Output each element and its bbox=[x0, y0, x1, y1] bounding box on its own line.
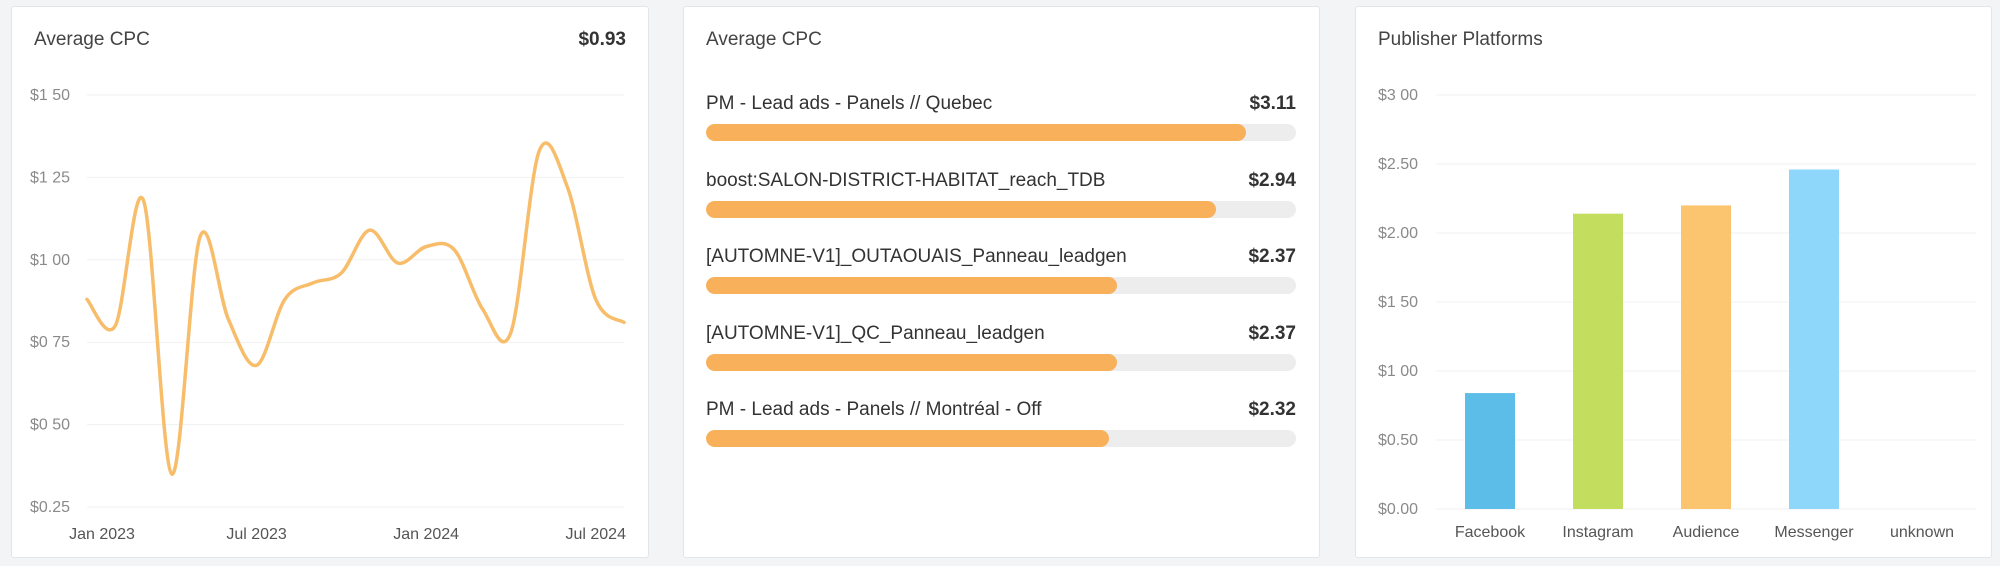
x-tick-label: unknown bbox=[1890, 524, 1954, 541]
bar-track bbox=[706, 430, 1296, 447]
campaign-bar-row: [AUTOMNE-V1]_OUTAOUAIS_Panneau_leadgen $2… bbox=[706, 246, 1296, 294]
data-point bbox=[226, 317, 230, 321]
x-tick-label: Jan 2023 bbox=[69, 526, 135, 543]
x-tick-label: Audience bbox=[1673, 524, 1740, 541]
bar-track bbox=[706, 200, 1296, 218]
x-tick-label: Messenger bbox=[1774, 524, 1854, 541]
data-point bbox=[396, 261, 400, 265]
campaign-bar-row: boost:SALON-DISTRICT-HABITAT_reach_TDB $2… bbox=[706, 170, 1296, 218]
y-tick-label: $1 50 bbox=[1378, 294, 1418, 311]
data-point bbox=[85, 297, 89, 301]
y-tick-label: $0 75 bbox=[30, 334, 70, 351]
bar-fill bbox=[706, 200, 1217, 218]
cpc-series-line bbox=[85, 141, 626, 476]
y-tick-label: $1 00 bbox=[1378, 363, 1418, 380]
bar-fill bbox=[706, 277, 1118, 294]
card-title: Average CPC bbox=[34, 29, 150, 50]
platform-bar bbox=[1573, 213, 1623, 509]
y-tick-label: $0.25 bbox=[30, 499, 70, 516]
cpc-trend-card: Average CPC $0.93 $0.25 $0 50 $0 75 $1 00 $1… bbox=[11, 6, 649, 558]
bar-fill bbox=[706, 430, 1109, 447]
publisher-platforms-card: Publisher Platforms $0.00 $0.50 $1 00 $1 50… bbox=[1355, 6, 1992, 558]
y-tick-label: $0.50 bbox=[1378, 432, 1418, 449]
data-point bbox=[452, 248, 456, 252]
bar-fill bbox=[706, 353, 1118, 371]
bar-track bbox=[706, 353, 1296, 371]
data-point bbox=[311, 281, 315, 285]
data-point bbox=[537, 149, 541, 153]
y-tick-label: $2.50 bbox=[1378, 156, 1418, 173]
data-point bbox=[424, 245, 428, 249]
bar-fill bbox=[706, 124, 1246, 141]
y-tick-label: $1 00 bbox=[30, 252, 70, 269]
card-title: Publisher Platforms bbox=[1378, 29, 1543, 50]
data-point bbox=[113, 324, 117, 328]
data-point bbox=[594, 297, 598, 301]
data-point bbox=[368, 228, 372, 232]
campaign-name: PM - Lead ads - Panels // Montréal - Off bbox=[706, 399, 1042, 420]
bar-track bbox=[706, 124, 1296, 141]
data-point bbox=[198, 235, 202, 239]
campaign-name: [AUTOMNE-V1]_OUTAOUAIS_Panneau_leadgen bbox=[706, 246, 1127, 267]
y-tick-label: $0.00 bbox=[1378, 501, 1418, 518]
campaign-cpc-value: $3.11 bbox=[1249, 93, 1297, 114]
y-tick-label: $1 25 bbox=[30, 169, 70, 186]
campaign-cpc-value: $2.32 bbox=[1248, 399, 1296, 420]
data-point bbox=[565, 185, 569, 189]
data-point bbox=[622, 320, 626, 324]
card-title: Average CPC bbox=[706, 29, 822, 50]
x-tick-label: Instagram bbox=[1562, 524, 1633, 541]
x-tick-label: Facebook bbox=[1455, 524, 1526, 541]
x-tick-label: Jul 2023 bbox=[226, 526, 287, 543]
bar-track bbox=[706, 277, 1296, 294]
summary-value: $0.93 bbox=[578, 29, 626, 50]
campaign-cpc-card: Average CPC PM - Lead ads - Panels // Qu… bbox=[683, 6, 1320, 558]
campaign-bar-row: PM - Lead ads - Panels // Quebec $3.11 bbox=[706, 93, 1296, 141]
data-point bbox=[170, 472, 174, 476]
data-point bbox=[255, 363, 259, 367]
y-tick-label: $3 00 bbox=[1378, 87, 1418, 104]
campaign-cpc-value: $2.94 bbox=[1248, 169, 1296, 191]
campaign-cpc-value: $2.37 bbox=[1248, 322, 1296, 344]
campaign-name: [AUTOMNE-V1]_QC_Panneau_leadgen bbox=[706, 322, 1045, 344]
platform-bar bbox=[1681, 205, 1731, 509]
x-tick-label: Jul 2024 bbox=[565, 526, 626, 543]
cpc-line-chart: $0.25 $0 50 $0 75 $1 00 $1 25 $1 50 Jan 2023 Ju… bbox=[30, 87, 626, 543]
campaign-bar-row: [AUTOMNE-V1]_QC_Panneau_leadgen $2.37 bbox=[706, 323, 1296, 371]
data-point bbox=[339, 271, 343, 275]
y-tick-label: $2.00 bbox=[1378, 225, 1418, 242]
x-tick-label: Jan 2024 bbox=[393, 526, 459, 543]
data-point bbox=[283, 297, 287, 301]
campaign-name: boost:SALON-DISTRICT-HABITAT_reach_TDB bbox=[706, 169, 1106, 191]
data-point bbox=[481, 307, 485, 311]
y-tick-label: $0 50 bbox=[30, 417, 70, 434]
platform-bar bbox=[1789, 169, 1839, 509]
data-point bbox=[142, 198, 146, 202]
campaign-name: PM - Lead ads - Panels // Quebec bbox=[706, 93, 993, 114]
data-point bbox=[509, 330, 513, 334]
y-tick-label: $1 50 bbox=[30, 87, 70, 104]
platform-bar-chart: $0.00 $0.50 $1 00 $1 50 $2.00 $2.50 $3 00 Faceb… bbox=[1378, 87, 1976, 541]
campaign-cpc-value: $2.37 bbox=[1248, 246, 1296, 267]
platform-bar bbox=[1465, 393, 1515, 509]
campaign-bar-row: PM - Lead ads - Panels // Montréal - Off… bbox=[706, 399, 1296, 447]
